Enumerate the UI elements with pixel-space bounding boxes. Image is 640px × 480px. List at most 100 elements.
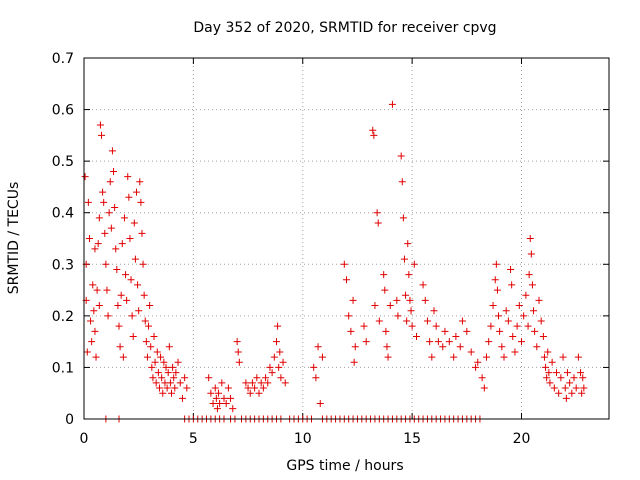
data-point bbox=[216, 400, 224, 408]
data-point bbox=[525, 271, 533, 279]
data-point bbox=[85, 235, 93, 242]
data-point bbox=[106, 178, 114, 186]
data-point bbox=[255, 389, 263, 397]
y-tick-label: 0.2 bbox=[52, 309, 74, 325]
data-point bbox=[402, 291, 410, 299]
data-point bbox=[281, 379, 289, 387]
axis-ticks: 0 0.1 0.2 0.3 0.4 0.5 0.6 0.7 0 5 10 15 20 bbox=[52, 51, 609, 447]
data-point bbox=[539, 332, 547, 340]
data-point bbox=[500, 353, 508, 361]
data-point bbox=[419, 281, 427, 289]
data-point bbox=[318, 353, 326, 361]
data-point bbox=[574, 353, 582, 361]
data-point bbox=[279, 358, 287, 366]
data-point bbox=[579, 374, 587, 382]
data-point bbox=[108, 147, 116, 155]
data-point bbox=[496, 327, 504, 335]
data-point bbox=[386, 302, 394, 310]
y-axis-label: SRMTID / TECUs bbox=[6, 182, 22, 295]
data-point bbox=[120, 214, 128, 222]
data-point bbox=[375, 317, 383, 325]
x-tick-label: 10 bbox=[294, 431, 312, 447]
data-point bbox=[413, 332, 420, 340]
data-point bbox=[407, 307, 415, 315]
chart-title: Day 352 of 2020, SRMTID for receiver cpv… bbox=[193, 20, 496, 36]
data-point bbox=[398, 178, 406, 186]
data-point bbox=[154, 369, 162, 377]
data-point bbox=[544, 348, 552, 356]
data-point bbox=[135, 307, 143, 315]
data-point bbox=[266, 363, 274, 371]
data-point bbox=[349, 296, 357, 304]
data-point bbox=[157, 353, 165, 361]
data-point bbox=[115, 322, 123, 330]
data-point bbox=[561, 384, 569, 392]
data-point bbox=[513, 322, 521, 330]
data-point bbox=[99, 188, 107, 196]
data-point bbox=[125, 193, 133, 201]
data-point bbox=[126, 235, 134, 242]
data-point bbox=[110, 167, 118, 175]
data-point bbox=[114, 302, 122, 310]
data-point bbox=[164, 369, 172, 377]
data-point bbox=[112, 245, 120, 253]
data-point bbox=[212, 394, 220, 402]
data-point bbox=[423, 317, 431, 325]
x-tick-label: 20 bbox=[513, 431, 531, 447]
data-point bbox=[118, 240, 126, 248]
data-point bbox=[218, 379, 226, 387]
data-point bbox=[559, 353, 567, 361]
data-point bbox=[103, 286, 111, 294]
data-point bbox=[235, 358, 243, 366]
data-point bbox=[383, 343, 391, 351]
data-point bbox=[450, 353, 458, 361]
data-point bbox=[555, 389, 563, 397]
data-point bbox=[430, 307, 438, 315]
data-point bbox=[275, 363, 283, 371]
data-point bbox=[95, 302, 103, 310]
data-point bbox=[131, 255, 139, 263]
y-tick-label: 0.4 bbox=[52, 206, 74, 222]
data-point bbox=[268, 369, 276, 377]
data-point bbox=[251, 384, 259, 392]
data-point bbox=[340, 260, 348, 268]
data-point bbox=[493, 286, 501, 294]
data-point bbox=[531, 327, 539, 335]
data-point bbox=[111, 204, 119, 212]
data-point bbox=[142, 338, 150, 346]
y-tick-label: 0.1 bbox=[52, 360, 74, 376]
data-point bbox=[485, 338, 493, 346]
data-point bbox=[276, 348, 284, 356]
data-point bbox=[270, 353, 278, 361]
data-point bbox=[526, 235, 534, 242]
data-point bbox=[168, 389, 175, 397]
data-point bbox=[474, 358, 482, 366]
y-tick-label: 0.6 bbox=[52, 103, 74, 119]
data-point bbox=[181, 374, 189, 382]
data-point bbox=[170, 374, 178, 382]
data-point bbox=[262, 374, 270, 382]
data-point bbox=[509, 332, 517, 340]
data-point bbox=[483, 353, 490, 361]
data-point bbox=[274, 322, 282, 330]
data-point bbox=[149, 374, 157, 382]
data-point bbox=[136, 178, 144, 186]
data-point bbox=[362, 338, 370, 346]
data-point bbox=[508, 281, 516, 289]
data-point bbox=[257, 379, 265, 387]
data-point bbox=[277, 374, 285, 382]
y-tick-label: 0.3 bbox=[52, 257, 74, 273]
data-point bbox=[88, 338, 96, 346]
data-point bbox=[127, 276, 135, 284]
data-point bbox=[93, 286, 101, 294]
data-point bbox=[244, 384, 252, 392]
data-point bbox=[360, 322, 368, 330]
x-tick-label: 0 bbox=[80, 431, 89, 447]
data-point bbox=[242, 379, 250, 387]
data-point bbox=[498, 343, 506, 351]
data-point bbox=[491, 276, 499, 284]
data-point bbox=[310, 363, 318, 371]
data-point bbox=[428, 353, 436, 361]
data-point bbox=[166, 379, 174, 387]
data-point bbox=[227, 394, 235, 402]
